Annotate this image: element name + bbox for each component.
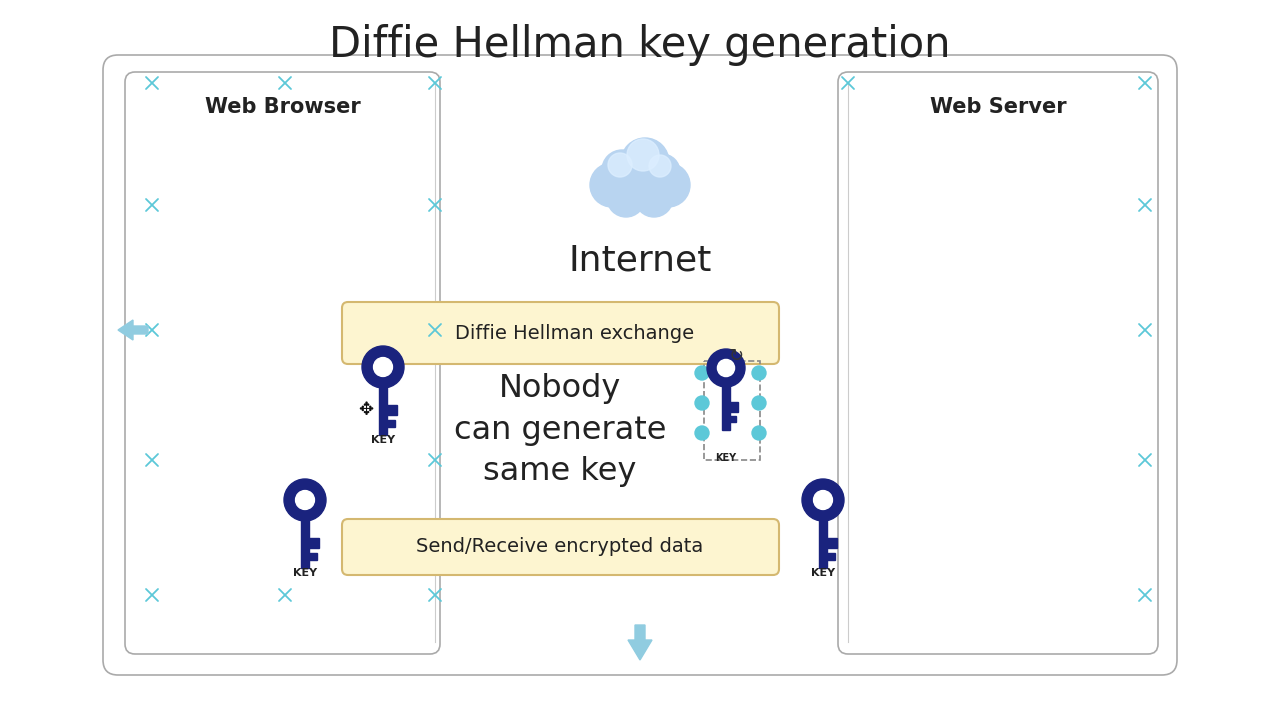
Text: Send/Receive encrypted data: Send/Receive encrypted data [416, 538, 704, 557]
Text: KEY: KEY [716, 453, 736, 463]
Circle shape [646, 163, 690, 207]
Text: Diffie Hellman exchange: Diffie Hellman exchange [456, 323, 695, 343]
Circle shape [627, 139, 659, 171]
Circle shape [814, 490, 832, 510]
FancyBboxPatch shape [102, 55, 1178, 675]
Circle shape [803, 479, 844, 521]
Text: KEY: KEY [293, 568, 317, 578]
Text: ↻: ↻ [728, 347, 744, 365]
FancyBboxPatch shape [838, 72, 1158, 654]
Bar [387, 420, 394, 427]
Circle shape [374, 358, 393, 377]
Circle shape [607, 179, 645, 217]
Circle shape [362, 346, 404, 388]
FancyBboxPatch shape [342, 302, 780, 364]
Bar [826, 538, 837, 549]
Circle shape [590, 163, 634, 207]
Text: ✥: ✥ [358, 401, 374, 419]
Text: Nobody
can generate
same key: Nobody can generate same key [453, 373, 667, 487]
Circle shape [284, 479, 326, 521]
Text: Web Browser: Web Browser [205, 97, 361, 117]
Circle shape [718, 359, 735, 377]
Circle shape [621, 138, 669, 186]
Circle shape [753, 396, 765, 410]
Circle shape [695, 366, 709, 380]
Text: Diffie Hellman key generation: Diffie Hellman key generation [329, 24, 951, 66]
Bar [301, 518, 310, 568]
Text: Internet: Internet [568, 243, 712, 277]
Circle shape [635, 179, 673, 217]
Circle shape [707, 349, 745, 387]
Bar [308, 538, 319, 549]
FancyBboxPatch shape [342, 519, 780, 575]
Bar [728, 402, 739, 412]
Circle shape [753, 426, 765, 440]
Circle shape [649, 155, 671, 177]
Circle shape [644, 154, 680, 190]
Bar [308, 552, 316, 560]
Text: Web Server: Web Server [929, 97, 1066, 117]
Polygon shape [628, 625, 652, 660]
Circle shape [608, 153, 632, 177]
Circle shape [695, 426, 709, 440]
Circle shape [695, 396, 709, 410]
Bar [728, 415, 736, 422]
Bar [722, 384, 730, 430]
Bar [819, 518, 827, 568]
Bar [387, 405, 397, 415]
Circle shape [753, 366, 765, 380]
Circle shape [296, 490, 315, 510]
Text: KEY: KEY [371, 435, 396, 445]
Bar [826, 552, 835, 560]
Circle shape [612, 150, 668, 206]
Text: KEY: KEY [812, 568, 835, 578]
Polygon shape [118, 320, 148, 340]
FancyBboxPatch shape [125, 72, 440, 654]
Bar [379, 385, 387, 436]
Circle shape [602, 150, 643, 190]
